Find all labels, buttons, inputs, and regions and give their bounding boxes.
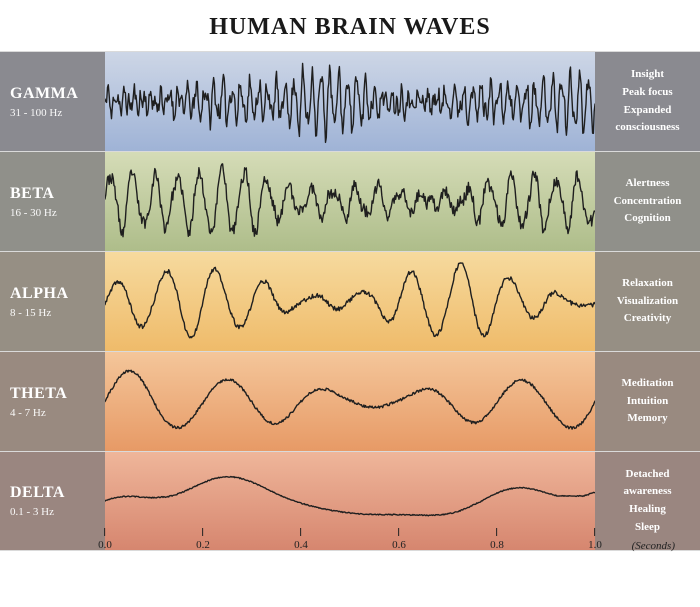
wave-path-theta xyxy=(105,370,595,429)
wave-row-alpha: ALPHA 8 - 15 Hz RelaxationVisualizationCre… xyxy=(0,251,700,351)
wave-svg-alpha xyxy=(105,252,595,351)
row-left-alpha: ALPHA 8 - 15 Hz xyxy=(0,252,105,351)
row-left-beta: BETA 16 - 30 Hz xyxy=(0,152,105,251)
x-tick: 0.2 xyxy=(196,528,210,551)
wave-path-beta xyxy=(105,164,595,237)
wave-descriptor: Peak focus xyxy=(622,84,672,102)
wave-plot-alpha xyxy=(105,252,595,351)
wave-rows: GAMMA 31 - 100 Hz InsightPeak focusExpande… xyxy=(0,51,700,551)
wave-path-alpha xyxy=(105,263,595,338)
wave-path-gamma xyxy=(105,63,595,142)
wave-hz: 4 - 7 Hz xyxy=(10,407,105,419)
wave-descriptor: Meditation xyxy=(622,375,674,393)
wave-svg-beta xyxy=(105,152,595,251)
wave-hz: 16 - 30 Hz xyxy=(10,207,105,219)
x-tick-label: 0.4 xyxy=(294,539,308,551)
wave-plot-beta xyxy=(105,152,595,251)
x-tick-mark xyxy=(595,528,596,536)
x-tick-mark xyxy=(203,528,204,536)
x-axis: 0.00.20.40.60.81.0 (Seconds) xyxy=(105,528,595,568)
wave-hz: 0.1 - 3 Hz xyxy=(10,506,105,518)
wave-row-beta: BETA 16 - 30 Hz AlertnessConcentrationCogn… xyxy=(0,151,700,251)
wave-descriptor: Intuition xyxy=(627,393,669,411)
wave-descriptor: Memory xyxy=(627,410,667,428)
wave-descriptor: consciousness xyxy=(615,119,679,137)
x-tick-mark xyxy=(399,528,400,536)
wave-plot-gamma xyxy=(105,52,595,151)
figure-title: HUMAN BRAIN WAVES xyxy=(0,0,700,51)
row-left-gamma: GAMMA 31 - 100 Hz xyxy=(0,52,105,151)
wave-name: ALPHA xyxy=(10,285,105,303)
x-tick-mark xyxy=(105,528,106,536)
x-tick: 0.0 xyxy=(98,528,112,551)
x-tick-mark xyxy=(497,528,498,536)
x-axis-ticks: 0.00.20.40.60.81.0 xyxy=(105,528,595,568)
wave-descriptor: Cognition xyxy=(624,210,670,228)
wave-descriptor: Sleep xyxy=(635,519,660,537)
brain-waves-figure: HUMAN BRAIN WAVES GAMMA 31 - 100 Hz Insigh… xyxy=(0,0,700,607)
x-tick-label: 0.2 xyxy=(196,539,210,551)
wave-descriptor: awareness xyxy=(623,483,671,501)
x-tick: 1.0 xyxy=(588,528,602,551)
wave-plot-theta xyxy=(105,352,595,451)
x-tick-label: 0.8 xyxy=(490,539,504,551)
x-tick: 0.8 xyxy=(490,528,504,551)
x-tick: 0.6 xyxy=(392,528,406,551)
x-axis-label: (Seconds) xyxy=(632,540,675,552)
row-left-delta: DELTA 0.1 - 3 Hz xyxy=(0,452,105,550)
row-right-theta: MeditationIntuitionMemory xyxy=(595,352,700,451)
wave-name: DELTA xyxy=(10,484,105,502)
wave-descriptor: Detached xyxy=(626,466,670,484)
wave-name: GAMMA xyxy=(10,85,105,103)
x-tick-label: 0.0 xyxy=(98,539,112,551)
x-tick: 0.4 xyxy=(294,528,308,551)
wave-descriptor: Concentration xyxy=(614,193,682,211)
wave-descriptor: Alertness xyxy=(626,175,670,193)
x-tick-label: 0.6 xyxy=(392,539,406,551)
wave-row-theta: THETA 4 - 7 Hz MeditationIntuitionMemory xyxy=(0,351,700,451)
wave-hz: 31 - 100 Hz xyxy=(10,107,105,119)
wave-name: BETA xyxy=(10,185,105,203)
row-right-alpha: RelaxationVisualizationCreativity xyxy=(595,252,700,351)
row-right-beta: AlertnessConcentrationCognition xyxy=(595,152,700,251)
wave-descriptor: Expanded xyxy=(624,102,672,120)
wave-name: THETA xyxy=(10,385,105,403)
wave-descriptor: Creativity xyxy=(624,310,671,328)
row-right-gamma: InsightPeak focusExpandedconsciousness xyxy=(595,52,700,151)
wave-descriptor: Visualization xyxy=(617,293,678,311)
x-tick-label: 1.0 xyxy=(588,539,602,551)
wave-descriptor: Healing xyxy=(629,501,666,519)
wave-path-delta xyxy=(105,477,595,516)
wave-hz: 8 - 15 Hz xyxy=(10,307,105,319)
wave-svg-theta xyxy=(105,352,595,451)
wave-descriptor: Relaxation xyxy=(622,275,673,293)
wave-svg-gamma xyxy=(105,52,595,151)
wave-descriptor: Insight xyxy=(631,66,664,84)
row-left-theta: THETA 4 - 7 Hz xyxy=(0,352,105,451)
x-tick-mark xyxy=(301,528,302,536)
wave-row-gamma: GAMMA 31 - 100 Hz InsightPeak focusExpande… xyxy=(0,51,700,151)
row-right-delta: DetachedawarenessHealingSleep xyxy=(595,452,700,550)
